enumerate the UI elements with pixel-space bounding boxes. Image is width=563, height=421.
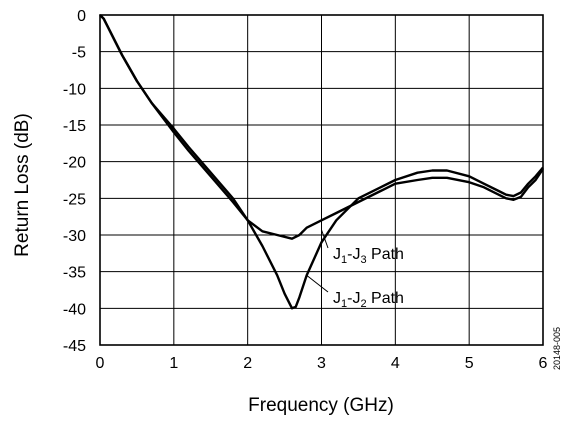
x-tick-label: 3: [317, 355, 326, 372]
annotation-label: J1-J3 Path: [333, 246, 404, 266]
annotation-leader: [306, 274, 329, 293]
grid: [100, 15, 543, 345]
y-axis-ticks: 0 -5 -10 -15 -20 -25 -30 -35 -40 -45: [63, 8, 86, 355]
figure-id: 20148-005: [552, 327, 562, 370]
x-tick-label: 2: [243, 355, 252, 372]
x-axis-ticks: 0 1 2 3 4 5 6: [96, 355, 548, 372]
plot-frame: [99, 14, 544, 346]
series-group: [99, 14, 544, 310]
plot-border: [99, 14, 544, 346]
y-tick-label: -30: [63, 228, 86, 245]
y-tick-label: -20: [63, 155, 86, 172]
y-tick-label: -40: [63, 301, 86, 318]
series-line-j1-j2: [99, 14, 544, 310]
y-axis-title: Return Loss (dB): [12, 113, 33, 257]
y-tick-label: -5: [72, 45, 86, 62]
y-tick-label: -15: [63, 118, 86, 135]
y-tick-label: -35: [63, 265, 86, 282]
x-tick-label: 1: [169, 355, 178, 372]
y-tick-label: 0: [77, 8, 86, 25]
y-tick-label: -45: [63, 338, 86, 355]
y-tick-label: -10: [63, 81, 86, 98]
x-axis-title: Frequency (GHz): [248, 395, 394, 416]
annotation-label: J1-J2 Path: [333, 290, 404, 310]
x-tick-label: 0: [96, 355, 105, 372]
y-tick-label: -25: [63, 191, 86, 208]
x-tick-label: 4: [391, 355, 400, 372]
x-tick-label: 6: [539, 355, 548, 372]
annotation-leader: [321, 229, 329, 249]
x-tick-label: 5: [465, 355, 474, 372]
annotations: J1-J3 Path J1-J2 Path: [306, 229, 404, 310]
